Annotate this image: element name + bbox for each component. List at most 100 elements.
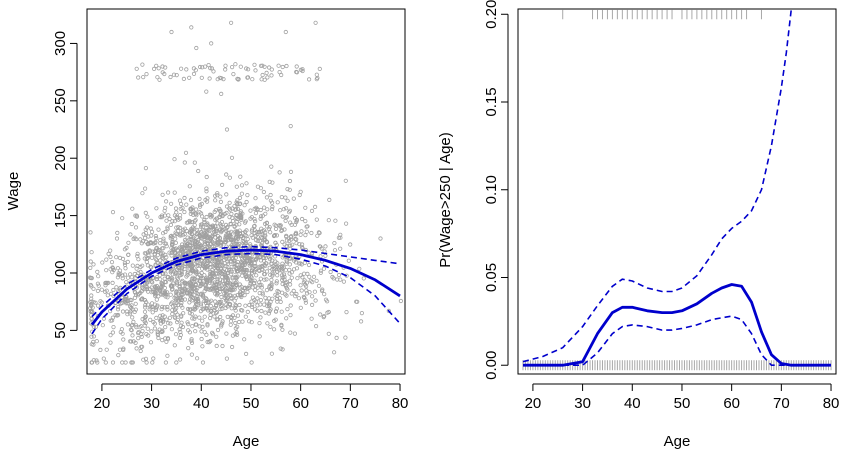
data-point (310, 279, 315, 285)
data-point (227, 175, 232, 180)
data-point (249, 260, 254, 265)
data-point (197, 227, 202, 232)
data-point (165, 304, 170, 310)
y-tick-label: 100 (52, 260, 69, 285)
data-point (277, 296, 282, 301)
data-point (195, 302, 200, 308)
data-point (223, 298, 229, 303)
data-point (188, 297, 193, 302)
data-point (279, 228, 285, 233)
data-point (176, 265, 181, 271)
data-point (298, 189, 303, 194)
x-axis: 20 30 40 50 60 70 80 (94, 383, 408, 412)
y-tick-label: 0.00 (483, 351, 500, 380)
data-point (232, 269, 237, 274)
data-point (178, 225, 183, 230)
data-point (253, 233, 258, 239)
data-point (138, 348, 143, 354)
data-point (264, 277, 269, 282)
data-point (207, 339, 212, 345)
data-point (117, 255, 123, 260)
data-point (271, 327, 277, 332)
data-point (196, 296, 201, 302)
data-point (234, 242, 239, 247)
data-point (175, 248, 180, 253)
data-point (187, 310, 192, 316)
data-point (200, 292, 205, 297)
data-point (114, 236, 120, 241)
data-point (196, 168, 201, 174)
data-point (163, 324, 168, 330)
data-point (222, 257, 227, 263)
data-point (96, 274, 101, 279)
data-point (124, 309, 130, 314)
data-point (198, 283, 203, 288)
data-point (252, 307, 258, 312)
x-axis-title: Age (233, 433, 260, 450)
data-point (274, 281, 279, 286)
data-point (183, 150, 189, 155)
data-point (192, 160, 197, 165)
data-point (129, 328, 134, 333)
data-point (204, 89, 209, 94)
data-point (267, 265, 272, 270)
data-point (237, 202, 242, 207)
data-point (163, 241, 169, 246)
data-point (170, 307, 175, 313)
data-point (154, 276, 159, 282)
data-point (341, 279, 346, 284)
data-point (317, 66, 322, 72)
data-point (224, 331, 229, 336)
data-point (187, 75, 192, 80)
data-point (180, 265, 185, 270)
data-point (143, 235, 148, 240)
data-point (261, 271, 267, 277)
data-point (161, 271, 166, 277)
data-point (265, 207, 270, 212)
data-point (218, 266, 223, 271)
data-point (95, 303, 101, 308)
data-point (269, 164, 274, 169)
data-point (269, 207, 275, 212)
data-point (152, 302, 158, 307)
data-point (273, 240, 278, 245)
data-point (88, 259, 93, 264)
data-point (117, 268, 123, 273)
data-point (239, 294, 244, 300)
data-point (294, 219, 299, 225)
data-point (154, 315, 159, 320)
data-point (184, 291, 190, 296)
data-point (125, 259, 130, 264)
data-point (260, 213, 265, 218)
data-point (258, 297, 263, 303)
data-point (195, 294, 200, 299)
data-point (140, 316, 145, 322)
data-point (220, 227, 225, 232)
data-point (208, 303, 213, 308)
data-point (309, 208, 315, 213)
data-point (173, 270, 179, 275)
data-point (100, 260, 105, 265)
data-point (343, 221, 349, 226)
data-point (162, 208, 167, 213)
data-point (261, 258, 267, 263)
data-point (288, 330, 293, 335)
data-point (203, 241, 208, 247)
data-point (120, 273, 125, 278)
data-point (249, 215, 254, 220)
y-tick-label: 250 (52, 88, 69, 113)
data-point (91, 300, 96, 305)
data-point (223, 222, 229, 227)
data-point (228, 288, 233, 293)
data-point (284, 215, 289, 220)
data-point (133, 213, 138, 218)
data-point (145, 286, 150, 292)
data-point (159, 307, 164, 312)
data-point (192, 234, 197, 239)
data-point (104, 280, 109, 285)
data-point (152, 66, 157, 72)
data-point (89, 293, 94, 298)
data-point (140, 344, 145, 349)
data-point (274, 296, 280, 301)
data-point (176, 225, 181, 230)
